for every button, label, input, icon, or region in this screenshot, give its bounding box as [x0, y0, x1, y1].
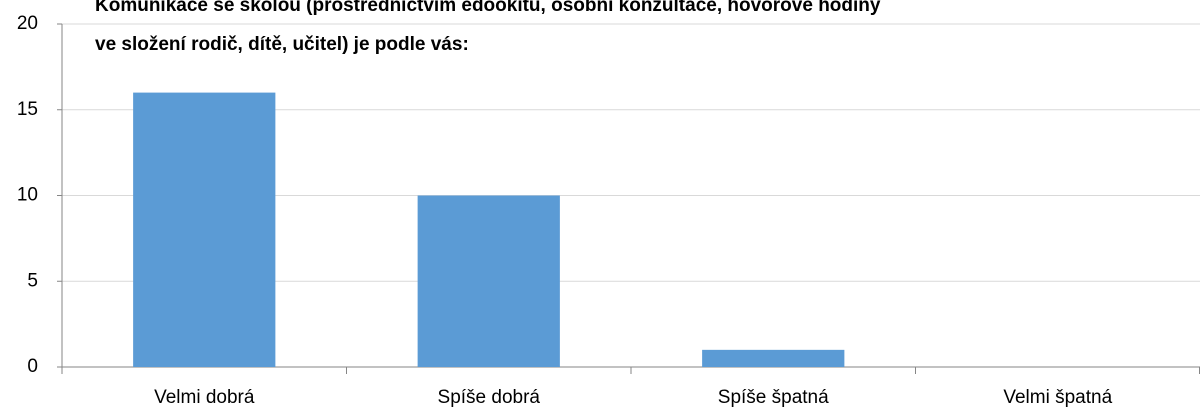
x-tick-label: Velmi dobrá: [154, 387, 255, 408]
y-tick-label: 0: [27, 356, 38, 377]
y-tick-label: 20: [17, 13, 38, 34]
x-tick-label: Spíše dobrá: [438, 387, 541, 408]
x-tick-label: Velmi špatná: [1003, 387, 1112, 408]
x-tick-label: Spíše špatná: [718, 387, 829, 408]
y-tick-label: 5: [27, 270, 38, 291]
chart-title: ve složení rodič, dítě, učitel) je podle…: [95, 34, 469, 55]
y-tick-label: 10: [17, 185, 38, 206]
chart-title: Komunikace se školou (prostřednictvím ed…: [95, 0, 881, 16]
bar: [133, 92, 276, 367]
bar: [417, 195, 560, 367]
bar: [702, 349, 845, 367]
y-tick-label: 15: [17, 99, 38, 120]
